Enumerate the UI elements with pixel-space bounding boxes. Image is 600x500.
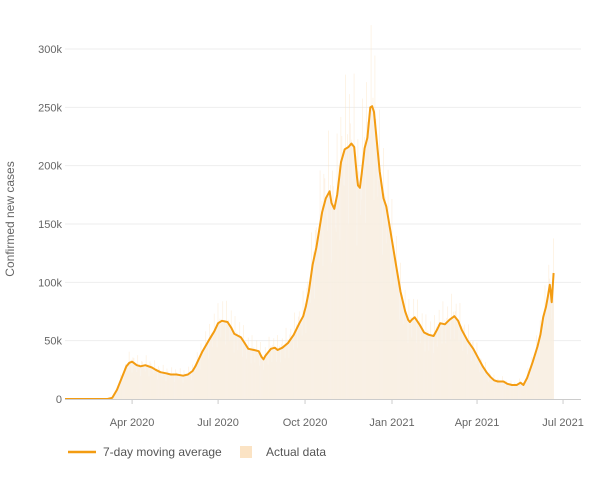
y-tick-label: 150k xyxy=(38,219,62,231)
y-tick-label: 50k xyxy=(44,336,62,348)
x-tick-label: Apr 2020 xyxy=(110,417,155,429)
legend-label-moving-average: 7-day moving average xyxy=(103,445,222,459)
series-line-7-day-moving-average xyxy=(65,105,555,400)
legend-swatch-bar xyxy=(240,446,252,458)
x-axis-ticks: Apr 2020 Jul 2020 Oct 2020 Jan 2021 Apr 2021… xyxy=(110,399,584,429)
area-under-line xyxy=(65,106,554,399)
y-tick-label: 100k xyxy=(38,277,62,289)
x-tick-label: Jul 2020 xyxy=(197,417,239,429)
x-tick-label: Oct 2020 xyxy=(283,417,328,429)
y-axis-ticks: 0 50k 100k 150k 200k 250k 300k xyxy=(38,44,62,406)
legend-label-actual-data: Actual data xyxy=(266,445,326,459)
x-tick-label: Jan 2021 xyxy=(369,417,414,429)
legend: 7-day moving average Actual data xyxy=(68,445,326,459)
y-tick-label: 250k xyxy=(38,102,62,114)
y-axis-title: Confirmed new cases xyxy=(3,161,17,276)
y-tick-label: 200k xyxy=(38,161,62,173)
y-tick-label: 0 xyxy=(56,394,62,406)
x-tick-label: Jul 2021 xyxy=(542,417,584,429)
x-tick-label: Apr 2021 xyxy=(455,417,500,429)
y-tick-label: 300k xyxy=(38,44,62,56)
